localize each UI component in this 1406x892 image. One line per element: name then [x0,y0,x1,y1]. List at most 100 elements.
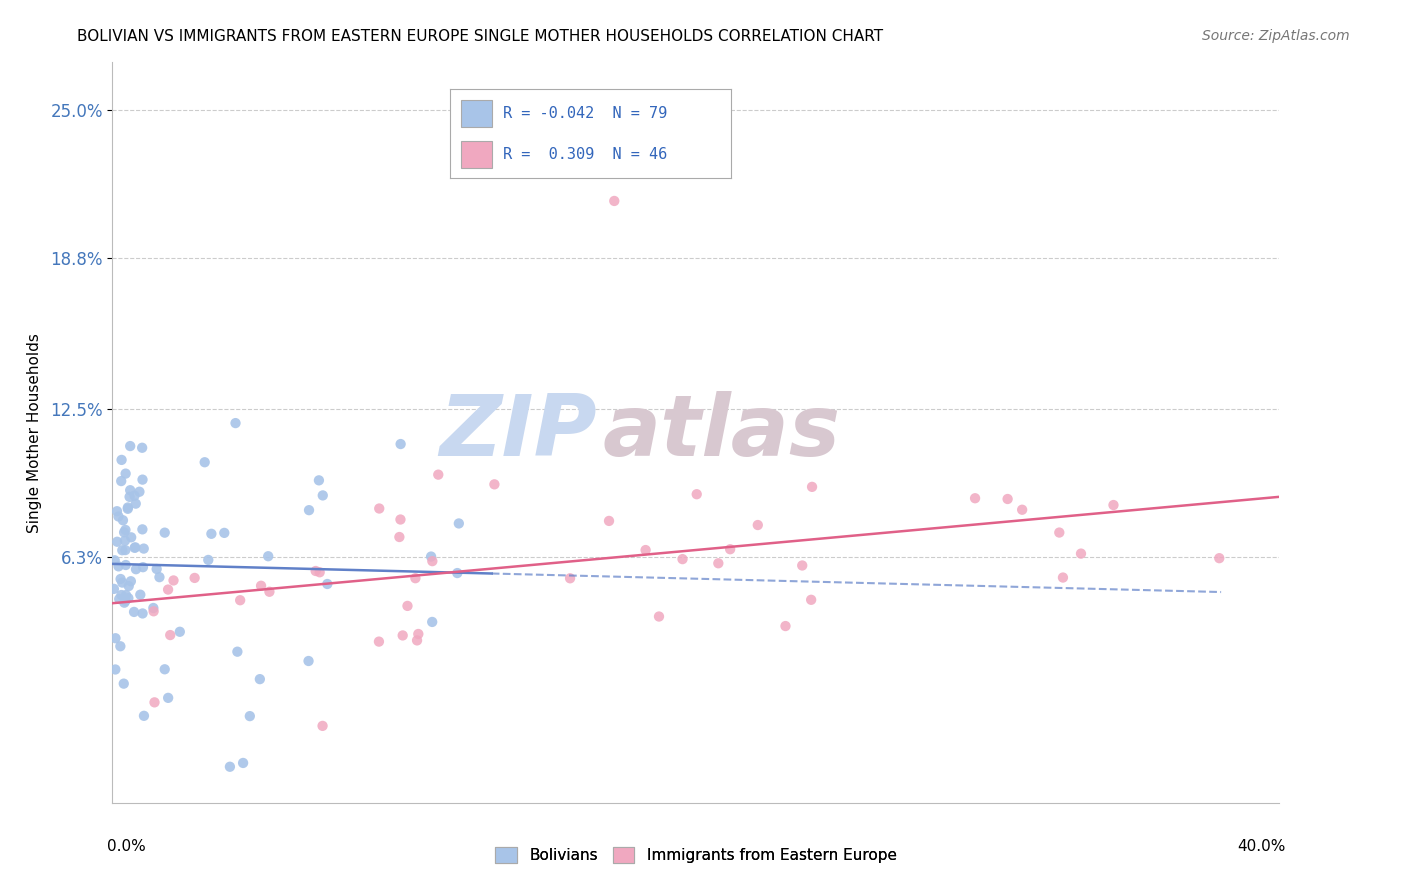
Point [153,525,176,540]
Point [249,672,271,686]
Point [117,591,139,606]
Point [447,516,470,531]
Point [308,566,330,580]
Point [634,543,657,558]
Point [446,566,468,580]
Point [718,542,741,557]
Text: R =  0.309  N = 46: R = 0.309 N = 46 [503,147,668,161]
Point [792,558,814,573]
Point [157,690,180,705]
Point [404,571,426,585]
Point [132,541,155,556]
Point [298,503,321,517]
Point [114,558,136,572]
Point [239,709,262,723]
Text: 0.0%: 0.0% [107,838,145,854]
Point [131,441,153,455]
FancyBboxPatch shape [461,100,492,127]
Point [115,588,138,602]
Point [124,489,146,503]
Point [420,615,443,629]
Point [162,574,184,588]
Point [1047,525,1070,540]
Point [142,601,165,615]
Point [114,467,136,481]
Point [200,526,222,541]
Legend: Bolivians, Immigrants from Eastern Europe: Bolivians, Immigrants from Eastern Europ… [489,841,903,869]
Point [110,453,132,467]
Point [225,416,247,430]
Point [603,194,626,208]
Point [389,437,412,451]
Point [169,624,191,639]
Point [257,549,280,564]
Point [226,645,249,659]
Point [391,628,413,642]
Point [801,480,824,494]
Point [707,556,730,570]
Text: BOLIVIAN VS IMMIGRANTS FROM EASTERN EUROPE SINGLE MOTHER HOUSEHOLDS CORRELATION : BOLIVIAN VS IMMIGRANTS FROM EASTERN EURO… [77,29,883,44]
Point [305,564,328,578]
Text: ZIP: ZIP [439,391,596,475]
Point [128,484,150,499]
Point [117,501,139,516]
Point [965,491,987,506]
Point [671,552,693,566]
Point [145,562,167,576]
Point [114,533,136,548]
Point [997,491,1019,506]
Point [125,497,148,511]
Point [259,584,281,599]
Point [396,599,419,613]
Point [406,633,429,648]
Point [110,572,132,586]
Point [159,628,181,642]
Point [312,488,335,502]
Point [408,627,430,641]
FancyBboxPatch shape [461,141,492,168]
Point [107,509,129,524]
Text: R = -0.042  N = 79: R = -0.042 N = 79 [503,106,668,120]
Point [131,473,153,487]
Point [111,575,134,590]
Point [368,501,391,516]
Point [125,562,148,576]
Point [132,708,155,723]
Point [120,574,142,589]
Text: Source: ZipAtlas.com: Source: ZipAtlas.com [1202,29,1350,43]
Point [131,607,153,621]
Point [129,588,152,602]
Point [132,560,155,574]
Point [120,483,142,498]
Point [118,579,141,593]
Point [124,541,146,555]
Point [800,592,823,607]
Point [111,513,134,527]
Point [1208,551,1230,566]
Text: 40.0%: 40.0% [1237,838,1285,854]
Point [194,455,217,469]
Point [368,634,391,648]
Point [229,593,252,607]
Point [131,522,153,536]
Point [389,512,412,526]
Point [103,582,125,596]
Point [120,530,142,544]
Point [108,592,131,607]
Point [143,695,166,709]
Text: atlas: atlas [603,391,841,475]
Point [214,525,236,540]
Point [1070,547,1092,561]
Point [148,570,170,584]
Point [316,577,339,591]
Point [1011,502,1033,516]
Point [114,594,136,608]
Point [197,553,219,567]
Point [124,541,146,555]
Point [484,477,506,491]
Point [114,523,136,537]
Point [104,632,127,646]
Point [105,534,128,549]
Point [110,640,132,654]
Point [183,571,205,585]
